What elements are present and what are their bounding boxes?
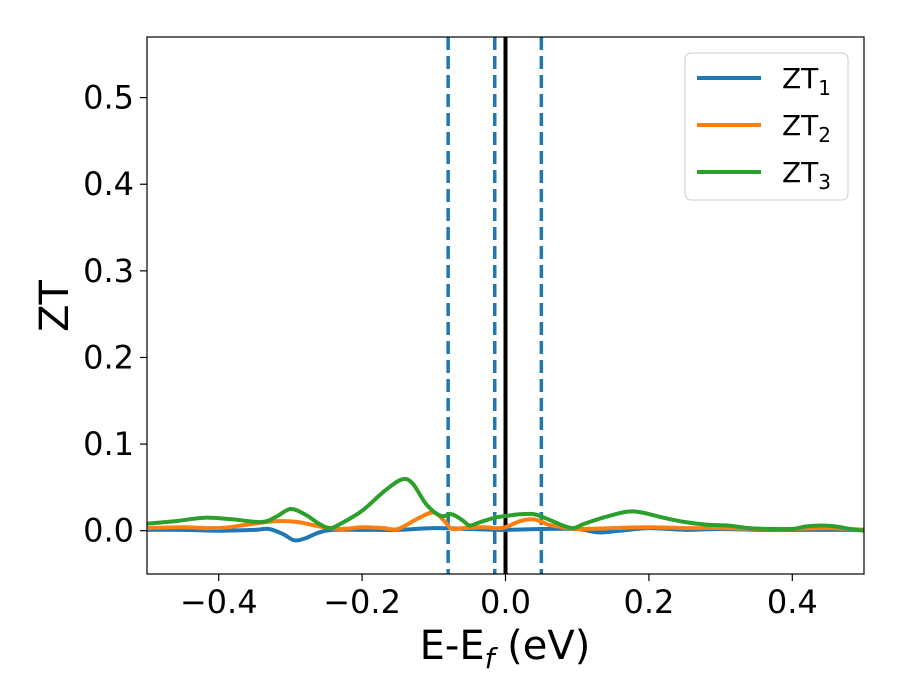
x-tick-label: 0.0 (480, 583, 531, 621)
y-tick-label: 0.2 (83, 338, 134, 376)
series-line-zt2 (147, 510, 864, 532)
legend-box (684, 52, 849, 201)
y-tick-label: 0.3 (83, 252, 134, 290)
series-lines (147, 476, 864, 543)
y-axis-label: ZT (32, 280, 78, 332)
x-axis-ticks: −0.4 −0.2 0.0 0.2 0.4 (180, 574, 818, 621)
x-tick-label: 0.2 (623, 583, 674, 621)
legend: ZT1 ZT2 ZT3 (684, 52, 849, 201)
x-tick-label: −0.2 (323, 583, 401, 621)
y-tick-label: 0.1 (83, 425, 134, 463)
y-tick-label: 0.0 (83, 512, 134, 550)
y-tick-label: 0.5 (83, 79, 134, 117)
y-tick-label: 0.4 (83, 165, 134, 203)
legend-label-zt1: ZT1 (782, 62, 831, 100)
x-tick-label: −0.4 (180, 583, 258, 621)
x-tick-label: 0.4 (767, 583, 818, 621)
reference-lines (446, 37, 544, 574)
x-axis-label: E-Ef (eV) (420, 623, 591, 675)
series-line-zt3 (147, 476, 864, 533)
y-axis-ticks: 0.0 0.1 0.2 0.3 0.4 0.5 (83, 79, 147, 550)
legend-label-zt2: ZT2 (782, 109, 831, 147)
legend-label-zt3: ZT3 (782, 156, 831, 194)
